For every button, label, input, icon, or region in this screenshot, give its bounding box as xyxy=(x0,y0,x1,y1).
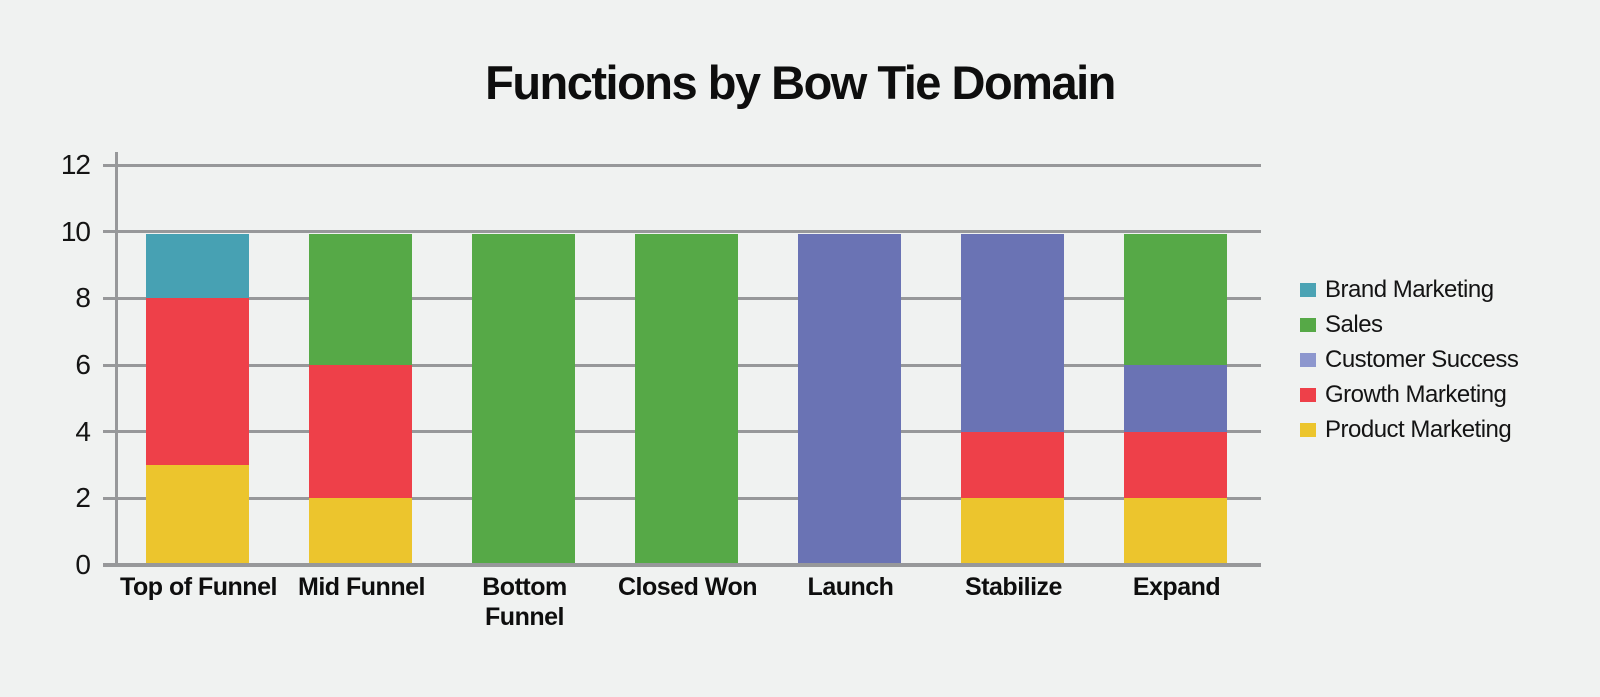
bar-segment-growth-marketing xyxy=(1124,431,1227,499)
bar-segment-product-marketing xyxy=(1124,498,1227,563)
category-label: Expand xyxy=(1132,573,1221,601)
bar-segment-customer-success xyxy=(798,233,901,563)
bar-segment-product-marketing xyxy=(309,498,412,563)
y-tick-label: 2 xyxy=(75,482,91,514)
legend-swatch-icon xyxy=(1300,352,1316,367)
legend-item: Growth Marketing xyxy=(1300,377,1518,412)
category-label: Launch xyxy=(807,573,894,601)
legend-item: Product Marketing xyxy=(1300,412,1518,447)
y-tick-label: 0 xyxy=(75,549,91,580)
bar-segment-growth-marketing xyxy=(146,298,249,465)
gridline xyxy=(103,163,1261,167)
category-label: Top of Funnel xyxy=(120,573,277,601)
legend-label: Sales xyxy=(1325,310,1383,338)
legend-item: Brand Marketing xyxy=(1300,272,1518,307)
legend-swatch-icon xyxy=(1300,282,1316,297)
category-label: Closed Won xyxy=(618,573,757,601)
legend-swatch-icon xyxy=(1300,317,1316,332)
bar-segment-growth-marketing xyxy=(961,431,1064,499)
y-tick-label: 8 xyxy=(75,282,91,314)
bar-segment-sales xyxy=(472,233,575,563)
bar-segment-product-marketing xyxy=(961,498,1064,563)
gridline xyxy=(103,230,1261,234)
category-label: Mid Funnel xyxy=(298,573,425,601)
y-tick-label: 10 xyxy=(60,215,91,247)
legend-label: Product Marketing xyxy=(1325,415,1512,443)
bar-segment-customer-success xyxy=(961,233,1064,432)
category-label: Bottom Funnel xyxy=(482,573,567,631)
legend-label: Customer Success xyxy=(1325,345,1519,373)
bar-segment-sales xyxy=(1124,233,1227,365)
bar-segment-sales xyxy=(309,233,412,365)
legend-item: Customer Success xyxy=(1300,342,1519,377)
bar-segment-customer-success xyxy=(1124,365,1227,432)
x-axis-baseline xyxy=(103,563,1261,567)
y-tick-label: 4 xyxy=(75,415,91,447)
legend-label: Growth Marketing xyxy=(1325,380,1507,408)
y-tick-label: 12 xyxy=(60,149,91,180)
category-label: Stabilize xyxy=(965,573,1062,601)
y-axis-line xyxy=(115,152,118,566)
bar-segment-sales xyxy=(635,233,738,563)
legend: Brand Marketing Sales Customer Success Grow… xyxy=(1300,272,1519,447)
y-tick-label: 6 xyxy=(75,349,91,380)
legend-swatch-icon xyxy=(1300,387,1316,402)
legend-item: Sales xyxy=(1300,307,1518,342)
chart-title: Functions by Bow Tie Domain xyxy=(485,56,1116,109)
bar-segment-product-marketing xyxy=(146,465,249,563)
bar-segment-brand-marketing xyxy=(146,233,249,299)
legend-swatch-icon xyxy=(1300,422,1316,437)
legend-label: Brand Marketing xyxy=(1325,275,1494,303)
bar-segment-growth-marketing xyxy=(309,365,412,499)
